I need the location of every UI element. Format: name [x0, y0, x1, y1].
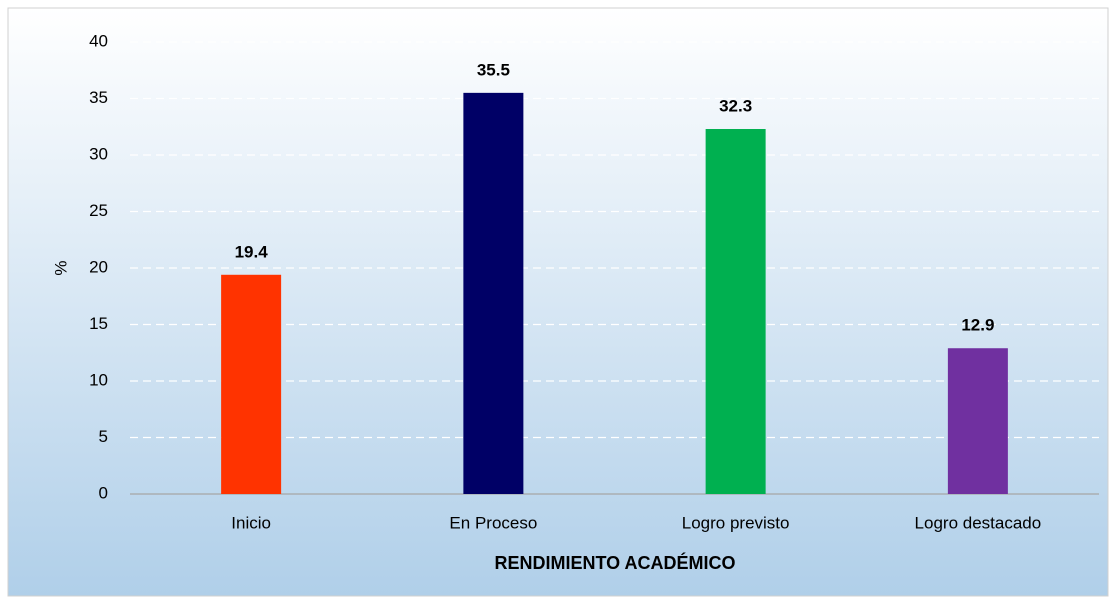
x-tick-label: En Proceso	[449, 513, 537, 532]
x-tick-label: Logro destacado	[915, 513, 1042, 532]
y-tick-label: 25	[89, 201, 108, 220]
y-tick-label: 0	[99, 483, 108, 502]
bar	[947, 348, 1008, 494]
y-tick-label: 10	[89, 370, 108, 389]
y-tick-label: 35	[89, 88, 108, 107]
y-tick-label: 5	[99, 427, 108, 446]
data-label: 19.4	[235, 242, 269, 261]
y-tick-label: 15	[89, 314, 108, 333]
x-tick-label: Inicio	[231, 513, 271, 532]
y-tick-label: 20	[89, 257, 108, 276]
data-label: 32.3	[719, 96, 752, 115]
bar	[463, 92, 524, 494]
x-tick-label: Logro previsto	[682, 513, 790, 532]
data-label: 35.5	[477, 60, 510, 79]
y-axis-title: %	[51, 260, 70, 275]
y-tick-label: 30	[89, 144, 108, 163]
data-label: 12.9	[961, 316, 994, 335]
y-tick-label: 40	[89, 31, 108, 50]
bar	[705, 129, 766, 494]
chart-background	[7, 7, 1109, 597]
x-axis-title: RENDIMIENTO ACADÉMICO	[494, 552, 735, 573]
bar	[221, 274, 282, 494]
